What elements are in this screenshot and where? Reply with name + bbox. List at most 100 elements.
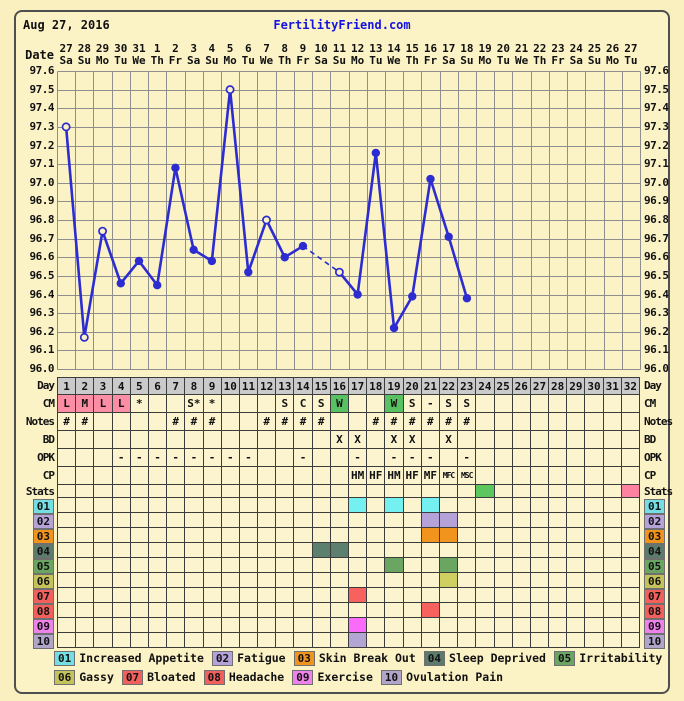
bd-cell-day-19[interactable]: X — [385, 431, 404, 449]
symptom-10-cell-day-26[interactable] — [512, 633, 531, 648]
notes-cell-day-1[interactable]: # — [58, 413, 77, 431]
opk-cell-day-25[interactable] — [494, 449, 513, 467]
symptom-03-cell-day-32[interactable] — [621, 528, 640, 543]
symptom-02-cell-day-20[interactable] — [403, 513, 422, 528]
symptom-08-cell-day-10[interactable] — [221, 603, 240, 618]
notes-cell-day-22[interactable]: # — [439, 413, 459, 431]
symptom-05-cell-day-28[interactable] — [549, 558, 568, 573]
symptom-10-cell-day-31[interactable] — [603, 633, 622, 648]
stats-cell-day-15[interactable] — [312, 485, 331, 498]
opk-cell-day-2[interactable] — [76, 449, 95, 467]
cp-cell-day-27[interactable] — [530, 467, 550, 485]
stats-cell-day-24[interactable] — [476, 485, 495, 498]
cp-cell-day-10[interactable] — [221, 467, 240, 485]
opk-cell-day-3[interactable] — [94, 449, 113, 467]
opk-cell-day-24[interactable] — [476, 449, 495, 467]
stats-cell-day-28[interactable] — [549, 485, 568, 498]
symptom-10-cell-day-4[interactable] — [112, 633, 131, 648]
symptom-02-cell-day-27[interactable] — [530, 513, 550, 528]
symptom-07-cell-day-16[interactable] — [330, 588, 349, 603]
symptom-08-cell-day-9[interactable] — [203, 603, 222, 618]
bd-cell-day-14[interactable] — [294, 431, 313, 449]
symptom-10-cell-day-12[interactable] — [258, 633, 277, 648]
symptom-03-cell-day-15[interactable] — [312, 528, 331, 543]
symptom-05-cell-day-12[interactable] — [258, 558, 277, 573]
symptom-06-cell-day-15[interactable] — [312, 573, 331, 588]
bd-cell-day-15[interactable] — [312, 431, 331, 449]
cm-cell-day-21[interactable]: - — [421, 395, 440, 413]
symptom-06-cell-day-8[interactable] — [185, 573, 204, 588]
symptom-05-cell-day-32[interactable] — [621, 558, 640, 573]
bd-cell-day-27[interactable] — [530, 431, 550, 449]
symptom-03-cell-day-18[interactable] — [367, 528, 386, 543]
symptom-09-cell-day-18[interactable] — [367, 618, 386, 633]
symptom-10-cell-day-24[interactable] — [476, 633, 495, 648]
fertilityfriend-link[interactable]: FertilityFriend.com — [273, 18, 411, 32]
symptom-10-cell-day-3[interactable] — [94, 633, 113, 648]
symptom-07-cell-day-19[interactable] — [385, 588, 404, 603]
symptom-01-cell-day-29[interactable] — [567, 498, 586, 513]
symptom-02-cell-day-17[interactable] — [349, 513, 368, 528]
symptom-08-cell-day-26[interactable] — [512, 603, 531, 618]
symptom-04-cell-day-4[interactable] — [112, 543, 131, 558]
symptom-04-cell-day-14[interactable] — [294, 543, 313, 558]
notes-cell-day-21[interactable]: # — [421, 413, 440, 431]
symptom-03-cell-day-9[interactable] — [203, 528, 222, 543]
notes-cell-day-13[interactable]: # — [276, 413, 295, 431]
stats-cell-day-29[interactable] — [567, 485, 586, 498]
symptom-06-cell-day-6[interactable] — [148, 573, 168, 588]
symptom-03-cell-day-26[interactable] — [512, 528, 531, 543]
symptom-09-cell-day-1[interactable] — [58, 618, 77, 633]
symptom-08-cell-day-29[interactable] — [567, 603, 586, 618]
bd-cell-day-25[interactable] — [494, 431, 513, 449]
opk-cell-day-7[interactable]: - — [167, 449, 186, 467]
opk-cell-day-22[interactable] — [439, 449, 459, 467]
symptom-03-cell-day-29[interactable] — [567, 528, 586, 543]
symptom-03-cell-day-25[interactable] — [494, 528, 513, 543]
symptom-08-cell-day-6[interactable] — [148, 603, 168, 618]
symptom-10-cell-day-16[interactable] — [330, 633, 349, 648]
symptom-09-cell-day-27[interactable] — [530, 618, 550, 633]
symptom-07-cell-day-10[interactable] — [221, 588, 240, 603]
symptom-09-cell-day-3[interactable] — [94, 618, 113, 633]
symptom-02-cell-day-29[interactable] — [567, 513, 586, 528]
symptom-06-cell-day-11[interactable] — [239, 573, 259, 588]
symptom-10-cell-day-9[interactable] — [203, 633, 222, 648]
symptom-07-cell-day-13[interactable] — [276, 588, 295, 603]
symptom-08-cell-day-11[interactable] — [239, 603, 259, 618]
bd-cell-day-16[interactable]: X — [330, 431, 349, 449]
notes-cell-day-2[interactable]: # — [76, 413, 95, 431]
symptom-08-cell-day-23[interactable] — [458, 603, 477, 618]
stats-cell-day-18[interactable] — [367, 485, 386, 498]
symptom-01-cell-day-11[interactable] — [239, 498, 259, 513]
cm-cell-day-16[interactable]: W — [330, 395, 349, 413]
symptom-02-cell-day-24[interactable] — [476, 513, 495, 528]
symptom-07-cell-day-14[interactable] — [294, 588, 313, 603]
symptom-04-cell-day-13[interactable] — [276, 543, 295, 558]
symptom-04-cell-day-20[interactable] — [403, 543, 422, 558]
symptom-05-cell-day-16[interactable] — [330, 558, 349, 573]
cm-cell-day-14[interactable]: C — [294, 395, 313, 413]
symptom-02-cell-day-3[interactable] — [94, 513, 113, 528]
cm-cell-day-19[interactable]: W — [385, 395, 404, 413]
bd-cell-day-18[interactable] — [367, 431, 386, 449]
symptom-04-cell-day-21[interactable] — [421, 543, 440, 558]
bd-cell-day-11[interactable] — [239, 431, 259, 449]
symptom-08-cell-day-17[interactable] — [349, 603, 368, 618]
symptom-10-cell-day-7[interactable] — [167, 633, 186, 648]
opk-cell-day-12[interactable] — [258, 449, 277, 467]
symptom-08-cell-day-3[interactable] — [94, 603, 113, 618]
symptom-03-cell-day-16[interactable] — [330, 528, 349, 543]
symptom-05-cell-day-3[interactable] — [94, 558, 113, 573]
symptom-03-cell-day-1[interactable] — [58, 528, 77, 543]
cp-cell-day-17[interactable]: HM — [349, 467, 368, 485]
stats-cell-day-11[interactable] — [239, 485, 259, 498]
symptom-01-cell-day-28[interactable] — [549, 498, 568, 513]
symptom-09-cell-day-25[interactable] — [494, 618, 513, 633]
symptom-09-cell-day-8[interactable] — [185, 618, 204, 633]
symptom-05-cell-day-19[interactable] — [385, 558, 404, 573]
symptom-03-cell-day-7[interactable] — [167, 528, 186, 543]
symptom-06-cell-day-16[interactable] — [330, 573, 349, 588]
cp-cell-day-26[interactable] — [512, 467, 531, 485]
opk-cell-day-31[interactable] — [603, 449, 622, 467]
